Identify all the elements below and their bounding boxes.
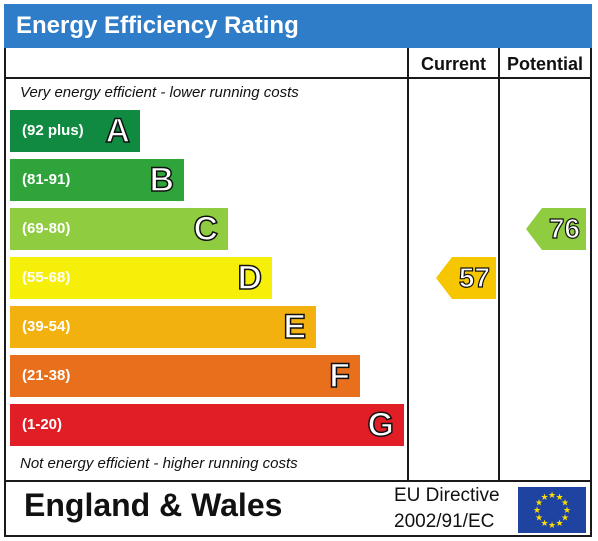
current-column-header: Current <box>420 54 486 74</box>
band-c: (69-80) C <box>10 208 228 250</box>
current-rating-arrow: 57 <box>436 257 496 299</box>
band-range-label: (1-20) <box>22 416 63 433</box>
band-g: (1-20) G <box>10 404 404 446</box>
band-range-label: (39-54) <box>22 318 71 335</box>
band-range-label: (81-91) <box>22 171 71 188</box>
potential-rating-arrow: 76 <box>526 208 586 250</box>
band-range-label: (69-80) <box>22 220 71 237</box>
eu-star-icon: ★ <box>548 521 556 531</box>
eu-stars-icon: ★★★★★★★★★ ★ ★★ <box>533 491 571 531</box>
eu-star-icon: ★ <box>533 506 541 516</box>
eu-star-icon: ★ <box>535 514 543 524</box>
band-range-label: (21-38) <box>22 367 71 384</box>
band-a: (92 plus) A <box>10 110 140 152</box>
band-letter: C <box>193 209 219 249</box>
potential-column-divider <box>498 48 500 481</box>
region-label: England & Wales <box>24 487 283 523</box>
band-range-label: (55-68) <box>22 269 71 286</box>
eu-star-icon: ★ <box>561 499 569 509</box>
current-rating-arrow-shape <box>436 257 496 299</box>
eu-star-icon: ★ <box>535 499 543 509</box>
eu-flag-icon: ★ ★ ★ ★ ★ ★ ★ ★ ★ ★ ★ ★ <box>518 487 586 533</box>
bottom-note: Not energy efficient - higher running co… <box>20 455 298 472</box>
eu-directive-line1: EU Directive <box>394 485 500 506</box>
band-letter: A <box>105 111 131 151</box>
potential-rating-arrow-shape <box>526 208 586 250</box>
band-f: (21-38) F <box>10 355 360 397</box>
eu-star-icon: ★ <box>540 493 548 503</box>
current-column-divider <box>407 48 409 481</box>
potential-column-header: Potential <box>506 54 583 74</box>
band-e: (39-54) E <box>10 306 316 348</box>
eu-star-icon: ★ <box>561 514 569 524</box>
band-range-label: (92 plus) <box>22 122 84 139</box>
eu-star-icon: ★ <box>563 506 571 516</box>
footer-divider <box>4 480 592 482</box>
eu-star-icon: ★ <box>548 491 556 501</box>
top-note: Very energy efficient - lower running co… <box>20 84 299 101</box>
band-letter: E <box>283 307 307 347</box>
band-d: (55-68) D <box>10 257 272 299</box>
eu-star-icon: ★ <box>540 519 548 529</box>
eu-directive-line2: 2002/91/EC <box>394 511 495 532</box>
current-rating-arrow-value: 57 <box>458 261 490 293</box>
header-divider <box>4 77 592 79</box>
band-b: (81-91) B <box>10 159 184 201</box>
band-letter: F <box>328 356 350 396</box>
eu-star-icon: ★ <box>555 519 563 529</box>
band-letter: B <box>149 160 175 200</box>
eu-star-icon: ★ <box>555 493 563 503</box>
chart-title: Energy Efficiency Rating <box>4 4 592 48</box>
potential-rating-arrow-value: 76 <box>548 212 580 244</box>
band-letter: G <box>367 405 395 445</box>
band-letter: D <box>237 258 263 298</box>
